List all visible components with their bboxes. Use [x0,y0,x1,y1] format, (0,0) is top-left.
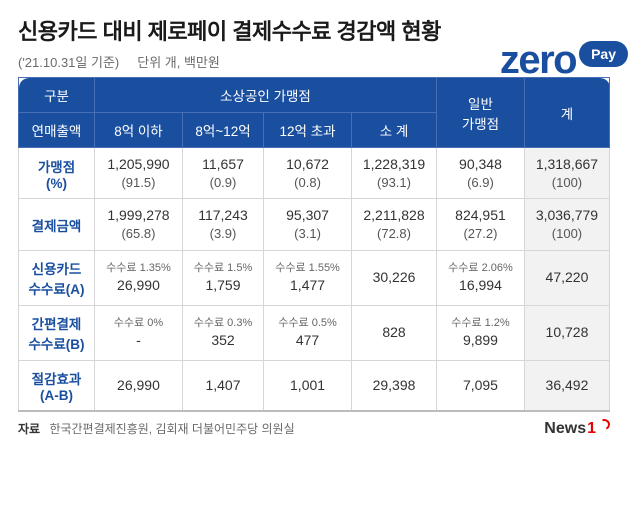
table-cell: 1,318,667(100) [524,148,609,199]
row-head: 절감효과(A-B) [19,360,95,411]
row-head: 가맹점(%) [19,148,95,199]
th-annual: 연매출액 [19,113,95,148]
table-cell: 7,095 [437,360,525,411]
table-cell: 36,492 [524,360,609,411]
table-cell: 수수료 1.55%1,477 [264,250,352,305]
table-cell: 1,407 [182,360,263,411]
table-cell: 10,672(0.8) [264,148,352,199]
table-cell: 수수료 1.2%9,899 [437,305,525,360]
table-cell: 1,205,990(91.5) [95,148,183,199]
table-cell: 30,226 [352,250,437,305]
table-cell: 828 [352,305,437,360]
table-cell: 3,036,779(100) [524,199,609,250]
zeropay-logo: zero Pay [500,38,628,83]
fee-table: 구분 소상공인 가맹점 일반가맹점 계 연매출액 8억 이하 8억~12억 12… [18,77,610,412]
th-total: 계 [524,78,609,148]
news1-logo: News 1 [544,420,610,438]
row-head: 신용카드수수료(A) [19,250,95,305]
th-subtotal: 소 계 [352,113,437,148]
source-label: 자료 [18,422,40,436]
table-cell: 117,243(3.9) [182,199,263,250]
news-text: News [544,420,586,438]
th-8to12: 8억~12억 [182,113,263,148]
th-general: 일반가맹점 [437,78,525,148]
row-head: 간편결제수수료(B) [19,305,95,360]
source-line: 자료 한국간편결제진흥원, 김회재 더불어민주당 의원실 [18,420,295,437]
table-cell: 1,999,278(65.8) [95,199,183,250]
th-under8: 8억 이하 [95,113,183,148]
date-note: ('21.10.31일 기준) [18,52,119,71]
table-cell: 수수료 0.3%352 [182,305,263,360]
table-cell: 수수료 0%- [95,305,183,360]
table-cell: 수수료 1.35%26,990 [95,250,183,305]
table-cell: 26,990 [95,360,183,411]
news-arc-icon [597,418,611,432]
table-cell: 95,307(3.1) [264,199,352,250]
news-one: 1 [587,420,596,438]
row-head: 결제금액 [19,199,95,250]
logo-zero-text: zero [500,38,576,83]
table-cell: 1,228,319(93.1) [352,148,437,199]
source-text: 한국간편결제진흥원, 김회재 더불어민주당 의원실 [49,422,294,436]
table-cell: 1,001 [264,360,352,411]
logo-pay-badge: Pay [579,41,628,67]
table-cell: 29,398 [352,360,437,411]
table-cell: 10,728 [524,305,609,360]
table-cell: 11,657(0.9) [182,148,263,199]
table-cell: 2,211,828(72.8) [352,199,437,250]
table-cell: 수수료 2.06%16,994 [437,250,525,305]
table-cell: 90,348(6.9) [437,148,525,199]
th-over12: 12억 초과 [264,113,352,148]
unit-note: 단위 개, 백만원 [137,52,220,71]
th-group-small: 소상공인 가맹점 [95,78,437,113]
th-gubun: 구분 [19,78,95,113]
table-cell: 47,220 [524,250,609,305]
table-cell: 수수료 0.5%477 [264,305,352,360]
table-cell: 수수료 1.5%1,759 [182,250,263,305]
table-cell: 824,951(27.2) [437,199,525,250]
